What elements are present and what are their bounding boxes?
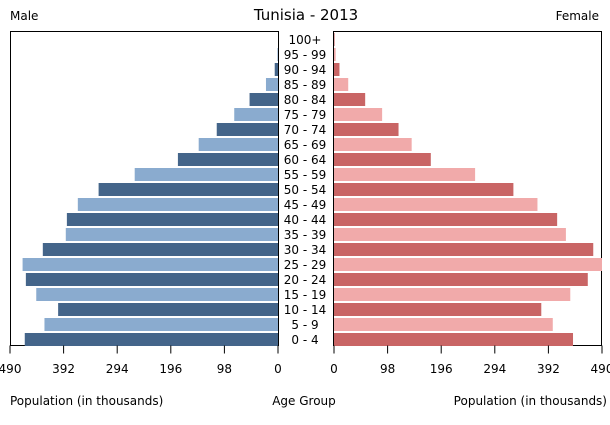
female-bar — [334, 138, 412, 151]
female-bar — [334, 273, 588, 286]
age-group-label: 75 - 79 — [284, 108, 327, 122]
age-group-label: 40 - 44 — [284, 213, 327, 227]
age-group-label: 20 - 24 — [284, 273, 327, 287]
male-bar — [25, 273, 279, 286]
female-x-tick-label: 196 — [430, 362, 453, 376]
female-bar — [334, 123, 399, 136]
male-bar — [249, 93, 278, 106]
male-bar — [134, 168, 278, 181]
female-bar — [334, 243, 594, 256]
female-x-tick-label: 392 — [537, 362, 560, 376]
male-bar — [177, 153, 278, 166]
female-bar — [334, 93, 366, 106]
female-bar — [334, 48, 336, 61]
age-group-label: 100+ — [289, 33, 322, 47]
age-group-label: 60 - 64 — [284, 153, 327, 167]
female-bar — [334, 213, 558, 226]
age-group-label: 25 - 29 — [284, 258, 327, 272]
female-bar — [334, 258, 602, 271]
female-bar — [334, 63, 340, 76]
male-x-tick-label: 196 — [159, 362, 182, 376]
male-x-axis-label: Population (in thousands) — [10, 394, 163, 408]
age-group-label: 70 - 74 — [284, 123, 327, 137]
female-x-axis-label: Population (in thousands) — [454, 394, 607, 408]
age-group-label: 10 - 14 — [284, 303, 327, 317]
chart-title: Tunisia - 2013 — [253, 6, 358, 24]
female-bars — [334, 33, 602, 346]
female-bar — [334, 153, 431, 166]
age-group-label: 90 - 94 — [284, 63, 327, 77]
female-x-axis: 0 98 196 294 392 490 — [330, 345, 610, 376]
female-bar — [334, 303, 542, 316]
male-bar — [36, 288, 279, 301]
female-label: Female — [556, 9, 599, 23]
male-bar — [234, 108, 278, 121]
female-x-tick-label: 98 — [380, 362, 395, 376]
male-bar — [77, 198, 279, 211]
female-x-tick-label: 294 — [483, 362, 506, 376]
male-bar — [22, 258, 279, 271]
female-bar — [334, 198, 538, 211]
age-group-label: 30 - 34 — [284, 243, 327, 257]
age-group-label: 55 - 59 — [284, 168, 327, 182]
female-bar — [334, 318, 553, 331]
male-bar — [277, 48, 278, 61]
male-bar — [98, 183, 278, 196]
male-bar — [44, 318, 279, 331]
age-group-label: 0 - 4 — [291, 333, 318, 347]
female-bar — [334, 168, 476, 181]
male-bar — [216, 123, 278, 136]
female-bar — [334, 108, 383, 121]
male-bar — [58, 303, 278, 316]
age-group-label: 5 - 9 — [291, 318, 318, 332]
female-x-tick-label: 490 — [591, 362, 610, 376]
male-bar — [198, 138, 278, 151]
male-bar — [65, 228, 279, 241]
age-group-label: 95 - 99 — [284, 48, 327, 62]
age-group-axis-label: Age Group — [272, 394, 336, 408]
male-bar — [66, 213, 279, 226]
male-x-tick-label: 490 — [0, 362, 21, 376]
age-group-label: 80 - 84 — [284, 93, 327, 107]
age-group-label: 45 - 49 — [284, 198, 327, 212]
male-x-tick-label: 392 — [52, 362, 75, 376]
male-x-tick-label: 0 — [274, 362, 282, 376]
male-x-tick-label: 294 — [106, 362, 129, 376]
age-group-label: 65 - 69 — [284, 138, 327, 152]
age-group-label: 15 - 19 — [284, 288, 327, 302]
male-x-axis: 490 392 294 196 98 0 — [0, 345, 282, 376]
male-x-tick-label: 98 — [217, 362, 232, 376]
female-bar — [334, 183, 514, 196]
male-bar — [274, 63, 278, 76]
age-group-label: 85 - 89 — [284, 78, 327, 92]
female-bar — [334, 228, 566, 241]
female-bar — [334, 288, 571, 301]
age-group-label: 35 - 39 — [284, 228, 327, 242]
female-bar — [334, 33, 335, 46]
age-group-label: 50 - 54 — [284, 183, 327, 197]
female-x-tick-label: 0 — [330, 362, 338, 376]
male-bar — [24, 333, 278, 346]
male-bar — [265, 78, 278, 91]
male-label: Male — [10, 9, 38, 23]
female-bar — [334, 78, 349, 91]
male-bar — [42, 243, 278, 256]
male-bars — [22, 48, 279, 346]
female-bar — [334, 333, 574, 346]
